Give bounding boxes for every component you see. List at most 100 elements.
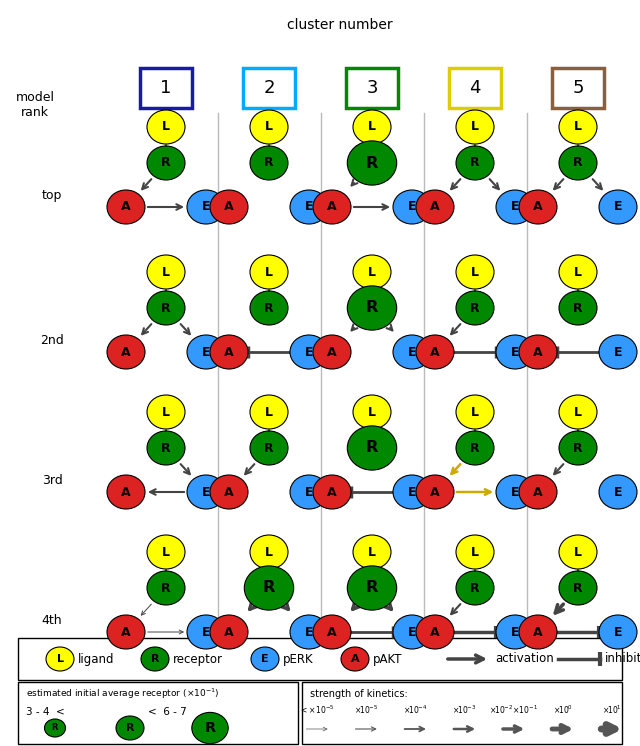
Text: L: L: [368, 266, 376, 278]
Text: L: L: [265, 266, 273, 278]
Ellipse shape: [416, 615, 454, 649]
Ellipse shape: [147, 146, 185, 180]
Ellipse shape: [393, 335, 431, 369]
Text: estimated initial average receptor ($\times$10$^{-1}$): estimated initial average receptor ($\ti…: [26, 687, 220, 701]
Ellipse shape: [416, 475, 454, 509]
Text: R: R: [470, 581, 480, 595]
Ellipse shape: [496, 335, 534, 369]
Ellipse shape: [107, 615, 145, 649]
Ellipse shape: [456, 291, 494, 325]
Text: E: E: [614, 201, 622, 213]
Ellipse shape: [210, 190, 248, 224]
Text: R: R: [264, 157, 274, 169]
Ellipse shape: [187, 190, 225, 224]
Text: R: R: [151, 654, 159, 664]
Ellipse shape: [147, 535, 185, 569]
Ellipse shape: [348, 286, 397, 330]
Text: E: E: [511, 345, 519, 359]
Text: receptor: receptor: [173, 653, 223, 665]
Ellipse shape: [244, 566, 294, 610]
Text: A: A: [430, 345, 440, 359]
Ellipse shape: [353, 535, 391, 569]
Text: R: R: [161, 157, 171, 169]
Text: A: A: [121, 625, 131, 639]
Text: A: A: [533, 486, 543, 498]
Text: A: A: [430, 486, 440, 498]
Text: L: L: [162, 545, 170, 559]
Ellipse shape: [107, 335, 145, 369]
Ellipse shape: [456, 535, 494, 569]
Ellipse shape: [250, 535, 288, 569]
Ellipse shape: [599, 335, 637, 369]
Ellipse shape: [187, 475, 225, 509]
Ellipse shape: [147, 395, 185, 429]
Text: $\times\!10^{-2}\!\times\!10^{-1}$: $\times\!10^{-2}\!\times\!10^{-1}$: [489, 703, 538, 716]
Ellipse shape: [599, 615, 637, 649]
FancyBboxPatch shape: [346, 68, 398, 108]
Text: A: A: [224, 201, 234, 213]
Text: E: E: [408, 201, 416, 213]
Text: E: E: [408, 345, 416, 359]
Ellipse shape: [393, 190, 431, 224]
Text: R: R: [161, 581, 171, 595]
Text: E: E: [614, 625, 622, 639]
Ellipse shape: [456, 431, 494, 465]
Ellipse shape: [559, 431, 597, 465]
Ellipse shape: [250, 395, 288, 429]
Text: 1: 1: [160, 79, 172, 97]
Ellipse shape: [496, 190, 534, 224]
Text: E: E: [614, 345, 622, 359]
Text: R: R: [365, 440, 378, 456]
Text: $\times\!10^{1}$: $\times\!10^{1}$: [602, 703, 622, 716]
Ellipse shape: [348, 566, 397, 610]
Text: E: E: [511, 201, 519, 213]
Text: E: E: [202, 625, 211, 639]
Text: E: E: [305, 625, 313, 639]
Text: R: R: [263, 580, 275, 595]
Ellipse shape: [353, 395, 391, 429]
Text: A: A: [533, 201, 543, 213]
Text: E: E: [305, 201, 313, 213]
Ellipse shape: [559, 571, 597, 605]
Text: pERK: pERK: [283, 653, 314, 665]
Text: E: E: [408, 625, 416, 639]
Text: A: A: [533, 345, 543, 359]
Ellipse shape: [559, 395, 597, 429]
Text: <  6 - 7: < 6 - 7: [148, 707, 187, 717]
Ellipse shape: [210, 615, 248, 649]
Text: L: L: [471, 545, 479, 559]
Ellipse shape: [290, 335, 328, 369]
Text: A: A: [327, 625, 337, 639]
Ellipse shape: [250, 291, 288, 325]
Text: R: R: [470, 157, 480, 169]
FancyBboxPatch shape: [18, 682, 298, 744]
Text: L: L: [574, 545, 582, 559]
Text: $\times\!10^{-5}$: $\times\!10^{-5}$: [354, 703, 378, 716]
Text: L: L: [162, 266, 170, 278]
FancyBboxPatch shape: [243, 68, 295, 108]
Text: A: A: [327, 486, 337, 498]
Ellipse shape: [559, 110, 597, 144]
Ellipse shape: [141, 647, 169, 671]
Ellipse shape: [393, 615, 431, 649]
Text: R: R: [573, 301, 583, 315]
Text: L: L: [265, 545, 273, 559]
Ellipse shape: [147, 571, 185, 605]
Text: E: E: [408, 486, 416, 498]
Ellipse shape: [599, 190, 637, 224]
Text: R: R: [204, 721, 216, 735]
Ellipse shape: [313, 475, 351, 509]
Text: R: R: [573, 442, 583, 454]
Ellipse shape: [46, 647, 74, 671]
Text: L: L: [56, 654, 63, 664]
Text: 2nd: 2nd: [40, 333, 64, 346]
FancyBboxPatch shape: [552, 68, 604, 108]
Text: L: L: [368, 406, 376, 419]
Text: L: L: [368, 545, 376, 559]
Ellipse shape: [348, 426, 397, 470]
Ellipse shape: [313, 190, 351, 224]
Text: E: E: [305, 486, 313, 498]
Text: E: E: [511, 625, 519, 639]
Ellipse shape: [559, 291, 597, 325]
Text: R: R: [365, 580, 378, 595]
